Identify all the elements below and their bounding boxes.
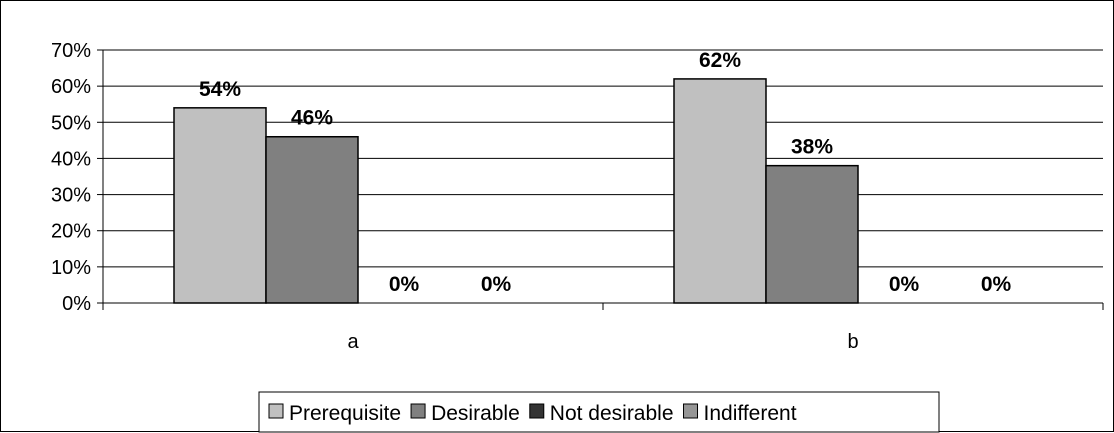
data-label: 0% (481, 273, 512, 296)
legend-swatch (529, 403, 545, 419)
y-tick-label: 50% (51, 112, 91, 134)
data-label: 46% (291, 107, 333, 130)
legend-label: Desirable (431, 402, 520, 425)
axes: 0% 10% 20% 30% 40% 50% 60% 70% a b (51, 40, 1104, 353)
y-tick-label: 20% (51, 221, 91, 243)
data-label: 0% (981, 273, 1012, 296)
data-label: 38% (791, 136, 833, 159)
y-tick-label: 10% (51, 257, 91, 279)
data-label: 0% (389, 273, 420, 296)
y-tick-label: 40% (51, 148, 91, 170)
y-tick-label: 60% (51, 76, 91, 98)
y-tick-label: 30% (51, 185, 91, 207)
bar-desirable-b (765, 164, 859, 304)
bar-prerequisite-b (673, 78, 767, 304)
bar-prerequisite-a (173, 107, 267, 304)
bar-desirable-a (265, 135, 359, 304)
data-label: 62% (699, 49, 741, 72)
bars (173, 78, 859, 304)
legend-swatch (683, 403, 699, 419)
x-category-label: a (347, 331, 359, 353)
legend-label: Indifferent (704, 402, 797, 425)
legend-label: Prerequisite (289, 402, 401, 425)
x-category-label: b (847, 331, 858, 353)
legend-box (258, 391, 940, 433)
legend-swatch (410, 403, 426, 419)
legend: Prerequisite Desirable Not desirable Indiff… (258, 391, 940, 433)
y-tick-label: 70% (51, 40, 91, 62)
legend-label: Not desirable (550, 402, 674, 425)
data-label: 0% (889, 273, 920, 296)
legend-swatch (268, 403, 284, 419)
data-labels: 54% 46% 0% 0% 62% 38% 0% 0% (199, 49, 1012, 296)
y-tick-label: 0% (62, 293, 91, 315)
data-label: 54% (199, 78, 241, 101)
